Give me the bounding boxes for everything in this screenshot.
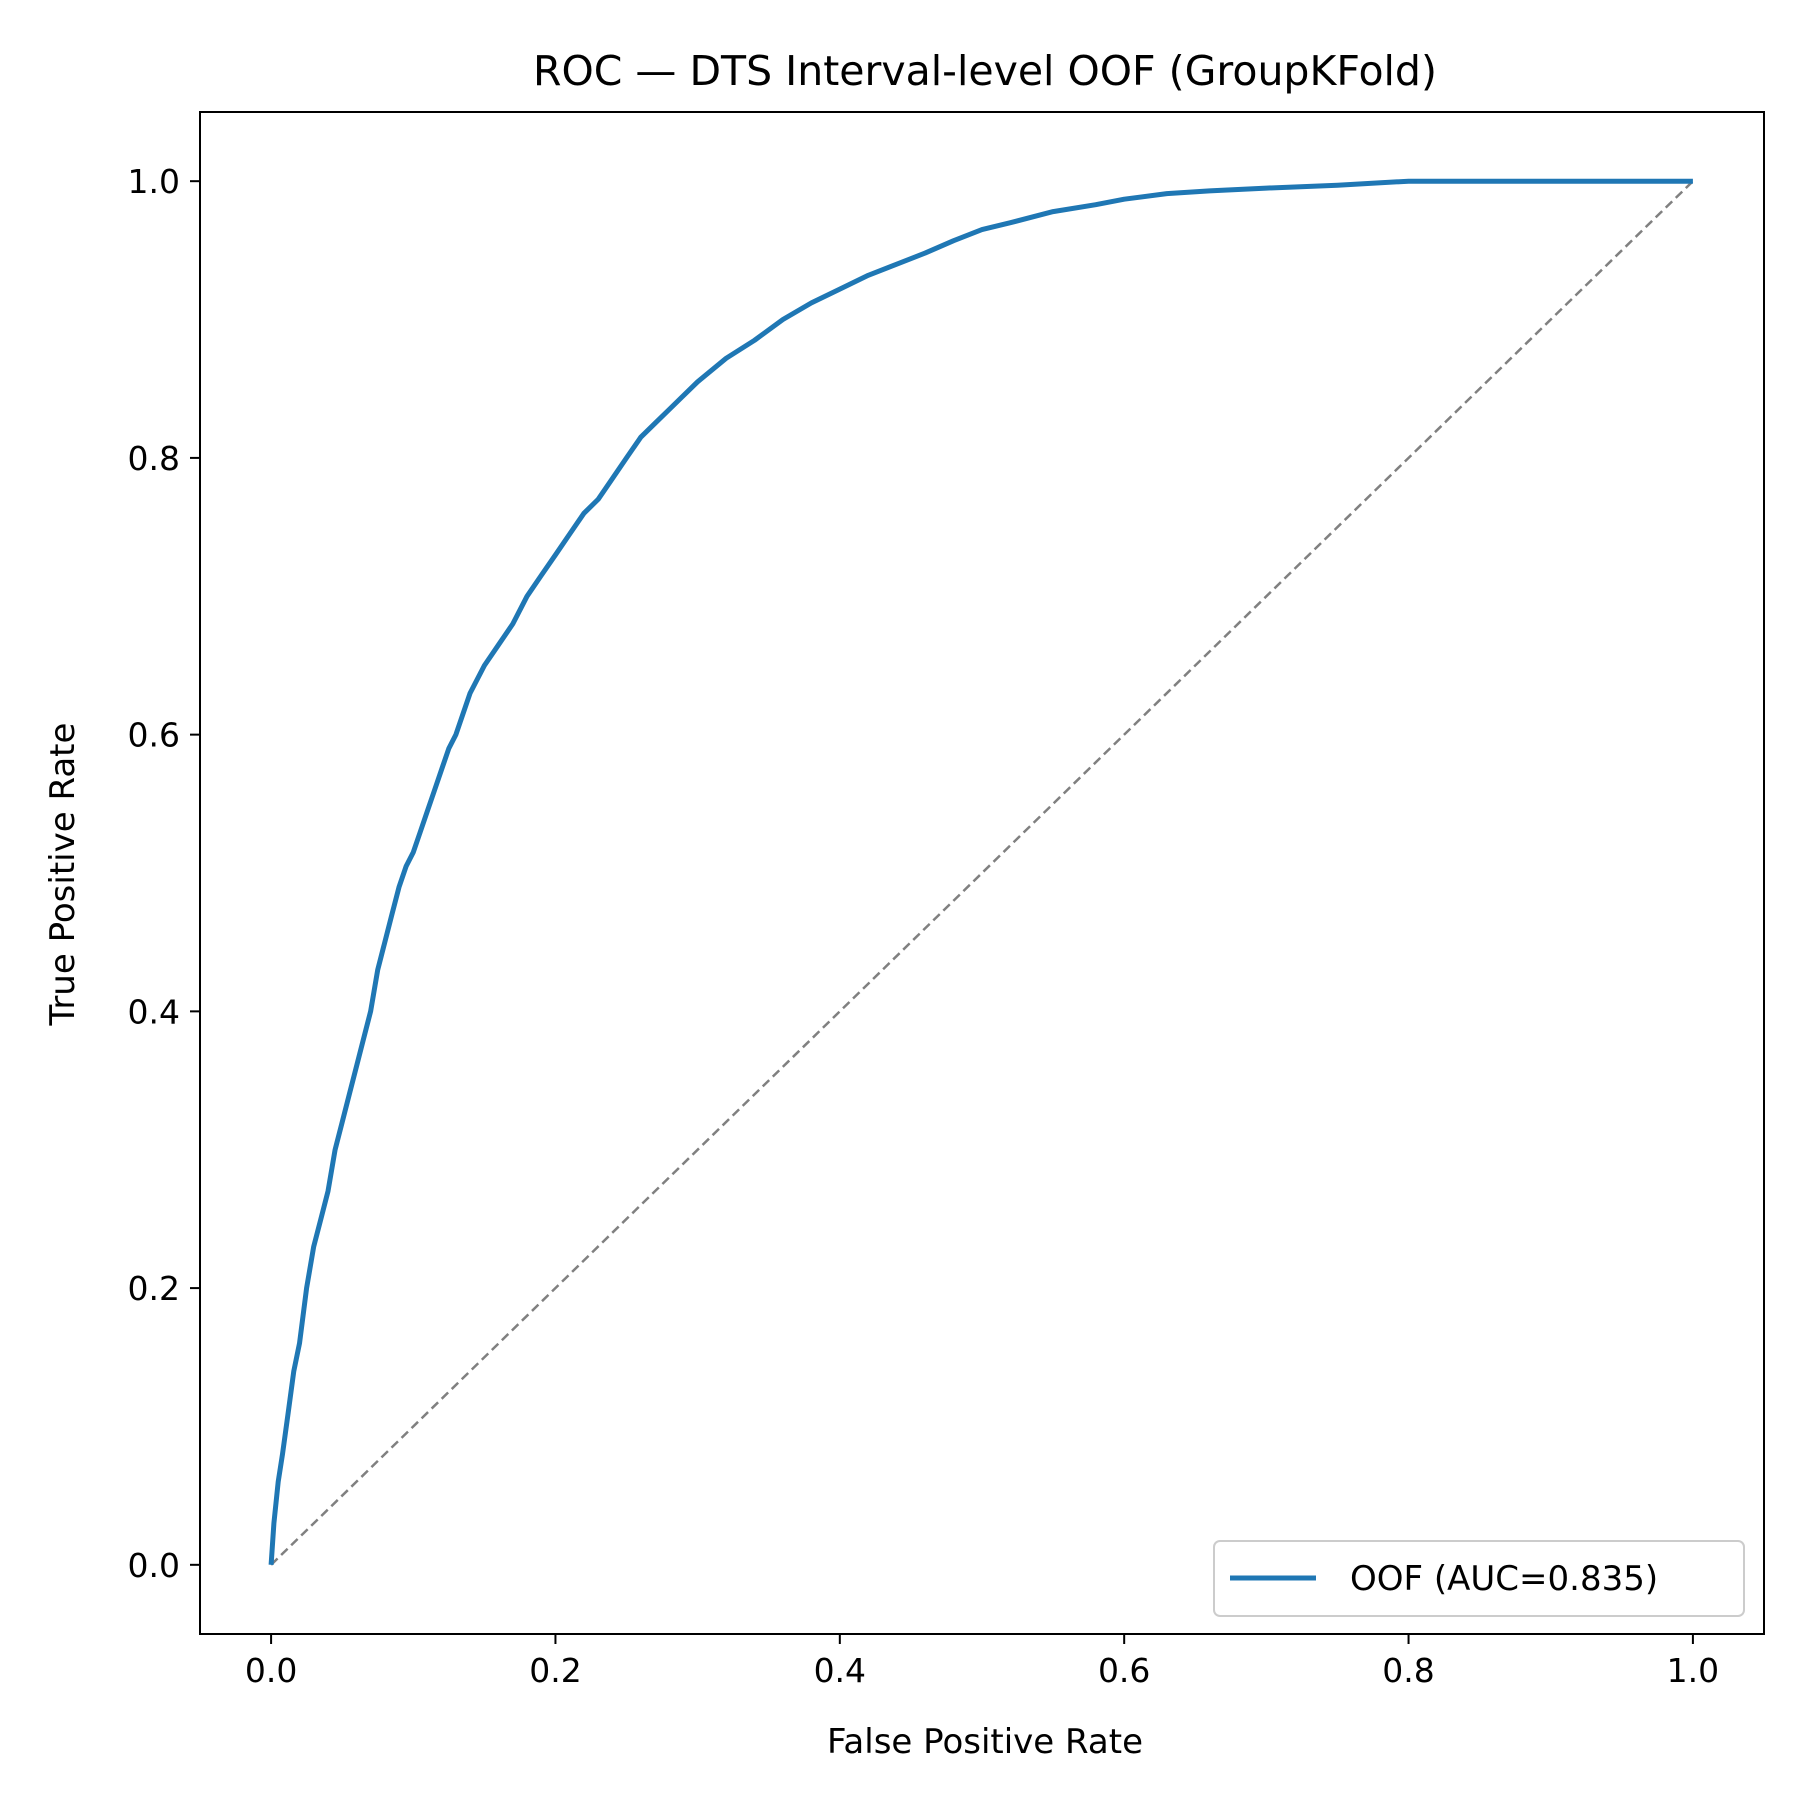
x-tick-label: 0.4	[814, 1651, 866, 1690]
x-tick-label: 0.6	[1098, 1651, 1150, 1690]
y-tick-label: 1.0	[128, 162, 180, 201]
y-tick-label: 0.0	[128, 1546, 180, 1585]
y-tick-label: 0.8	[128, 439, 180, 478]
chart-title: ROC — DTS Interval-level OOF (GroupKFold…	[533, 47, 1437, 95]
legend-label-oof: OOF (AUC=0.835)	[1350, 1559, 1658, 1599]
legend: OOF (AUC=0.835)	[1213, 1540, 1745, 1617]
x-axis-ticks: 0.0 0.2 0.4 0.6 0.8 1.0	[245, 1634, 1719, 1690]
plot-area	[268, 178, 1694, 1566]
legend-box	[1213, 1540, 1745, 1617]
y-axis-ticks: 0.0 0.2 0.4 0.6 0.8 1.0	[128, 162, 200, 1585]
y-tick-label: 0.4	[128, 992, 180, 1031]
x-tick-label: 0.8	[1382, 1651, 1434, 1690]
axes-frame	[199, 111, 1765, 1635]
series-line-oof	[268, 178, 1693, 1565]
x-axis-label: False Positive Rate	[827, 1722, 1143, 1762]
x-tick-label: 0.2	[529, 1651, 581, 1690]
x-tick-label: 0.0	[245, 1651, 297, 1690]
chance-diagonal-line	[270, 180, 1694, 1566]
y-axis-label: True Positive Rate	[43, 723, 83, 1027]
y-tick-label: 0.6	[128, 716, 180, 755]
x-tick-label: 1.0	[1667, 1651, 1719, 1690]
y-tick-label: 0.2	[128, 1269, 180, 1308]
